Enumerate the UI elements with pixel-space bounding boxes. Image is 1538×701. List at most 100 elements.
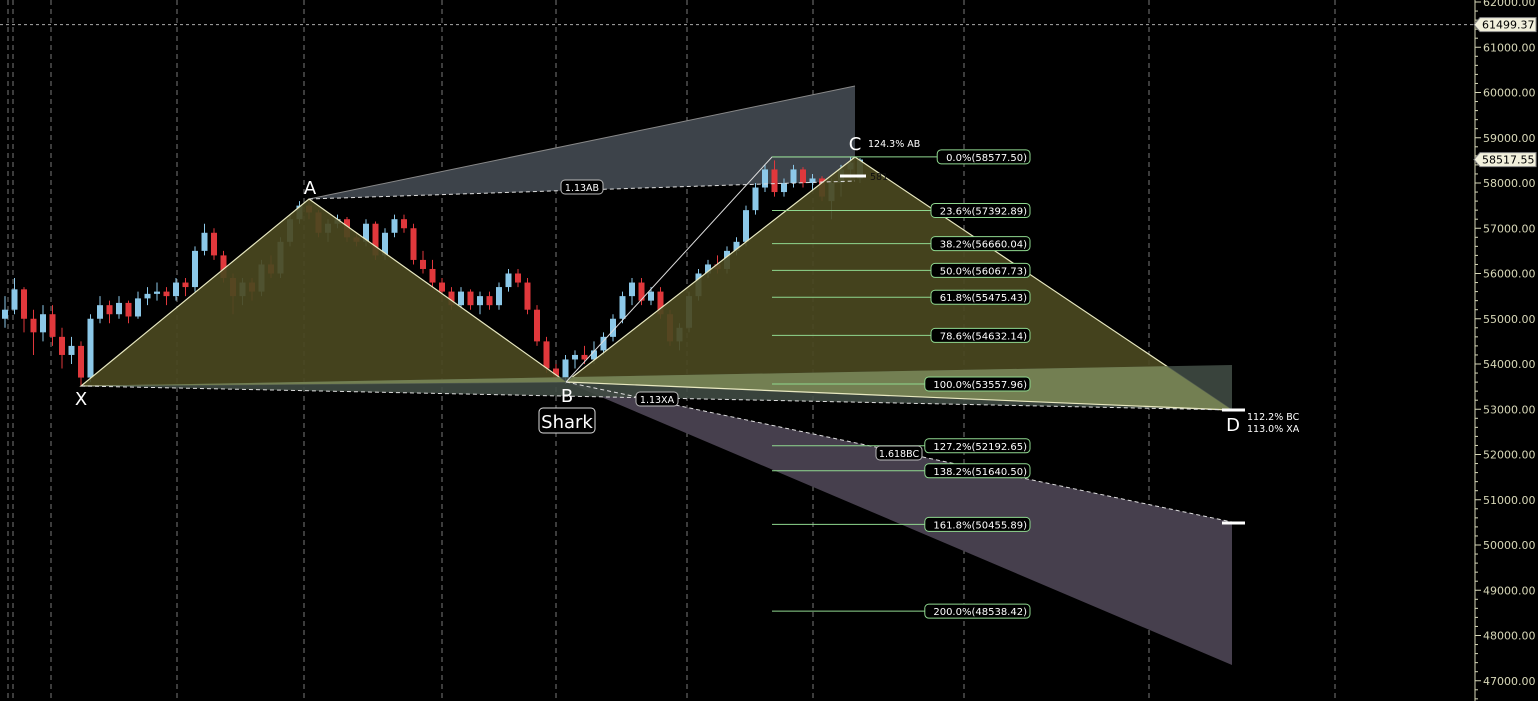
point-label-a: A: [304, 178, 317, 199]
price-tag-label: 58517.55: [1482, 154, 1535, 167]
fib-label-box: [924, 376, 1031, 392]
c-marker-text: 581: [870, 172, 888, 183]
fib-label-box: [930, 289, 1031, 305]
svg-text:1.618BC: 1.618BC: [879, 449, 920, 460]
candle-body: [116, 302, 122, 315]
bc-extension-tag: 1.618BC: [875, 445, 923, 461]
fib-label-box: [924, 603, 1031, 619]
fib-label-box: [924, 463, 1031, 479]
candle-body: [733, 241, 740, 251]
candle-body: [591, 350, 597, 360]
candle-body: [201, 232, 208, 251]
ab-extension-edge: [308, 85, 856, 200]
candle-body: [553, 368, 559, 378]
pattern-name-box[interactable]: [538, 407, 596, 434]
fib-label: 78.6%(54632.14): [940, 331, 1027, 342]
candle-body: [524, 282, 531, 310]
candle-body: [800, 169, 806, 183]
candle-body: [610, 318, 616, 337]
candle-body: [429, 268, 436, 283]
candle-body: [467, 291, 474, 306]
candle-body: [572, 354, 578, 360]
candle-body: [78, 345, 84, 378]
point-label-c: C: [849, 134, 862, 155]
candle-body: [59, 336, 65, 355]
candle-body: [220, 255, 227, 279]
candle-body: [21, 289, 27, 319]
axis-tick-label: 56000.00: [1483, 268, 1536, 281]
svg-text:1.13XA: 1.13XA: [640, 395, 675, 406]
candle-body: [182, 282, 189, 288]
pattern-overlay[interactable]: [79, 85, 1245, 525]
candle-body: [154, 291, 160, 294]
fib-label: 100.0%(53557.96): [933, 380, 1027, 391]
candle-body: [657, 291, 664, 315]
axis-tick-label: 57000.00: [1483, 222, 1536, 235]
candle-body: [486, 296, 493, 306]
axis-tick-label: 61000.00: [1483, 41, 1536, 54]
axis-tick-label: 52000.00: [1483, 449, 1536, 462]
xab-triangle: [79, 198, 568, 387]
candle-body: [743, 210, 749, 242]
fib-label-box: [924, 438, 1031, 454]
candle-body: [809, 178, 816, 183]
candle-body: [496, 287, 502, 306]
candle-body: [30, 318, 37, 333]
point-label-x: X: [75, 389, 87, 410]
candle-body: [705, 264, 711, 274]
candle-body: [448, 291, 455, 306]
price-axis[interactable]: 62000.00 61000.00 60000.00 59000.00 58000.00…: [1474, 0, 1536, 701]
candle-body: [543, 341, 550, 369]
candle-body: [97, 305, 103, 319]
candle-body: [781, 183, 787, 193]
fib-label: 38.2%(56660.04): [940, 240, 1027, 251]
candle-body: [211, 232, 217, 256]
candle-body: [420, 259, 426, 269]
candle-body: [125, 302, 132, 317]
axis-tick-label: 47000.00: [1483, 675, 1536, 688]
candle-body: [173, 282, 179, 297]
axis-tick-label: 53000.00: [1483, 403, 1536, 416]
axis-tick-label: 48000.00: [1483, 630, 1536, 643]
axis-tick-label: 51000.00: [1483, 494, 1536, 507]
candle-body: [638, 282, 645, 301]
fib-label-box: [930, 202, 1031, 218]
candle-body: [2, 309, 8, 319]
candle-body: [11, 289, 18, 310]
candle-body: [40, 314, 46, 333]
candle-body: [106, 305, 113, 315]
candle-body: [144, 293, 151, 299]
fib-label: 138.2%(51640.50): [933, 467, 1027, 478]
candle-body: [771, 169, 778, 193]
candle-body: [135, 298, 141, 317]
axis-tick-label: 58000.00: [1483, 177, 1536, 190]
fib-label: 23.6%(57392.89): [940, 206, 1027, 217]
candle-body: [477, 296, 483, 306]
svg-text:1.13AB: 1.13AB: [565, 183, 599, 194]
fib-label: 161.8%(50455.89): [933, 520, 1027, 531]
point-label-b: B: [561, 386, 573, 407]
bc-extension-zone: [566, 382, 1232, 665]
d-ratio-bc-label: 112.2% BC: [1247, 412, 1300, 423]
candle-body: [534, 309, 540, 342]
candle-body: [458, 291, 464, 306]
price-tags: 61499.37 58517.55: [0, 17, 1537, 168]
candle-body: [619, 296, 626, 319]
candle-body: [382, 232, 388, 256]
candle-body: [49, 314, 56, 337]
candle-body: [581, 354, 588, 360]
fibonacci-levels[interactable]: 0.0%(58577.50) 23.6%(57392.89) 38.2%(56660…: [772, 149, 1031, 619]
fib-label: 200.0%(48538.42): [933, 607, 1027, 618]
candle-body: [790, 169, 797, 183]
candle-body: [752, 187, 759, 211]
fib-label-box: [930, 327, 1031, 343]
axis-tick-label: 54000.00: [1483, 358, 1536, 371]
axis-tick-label: 59000.00: [1483, 132, 1536, 145]
candle-body: [629, 282, 635, 297]
c-ratio-label: 124.3% AB: [868, 139, 920, 150]
fib-label: 61.8%(55475.43): [940, 293, 1027, 304]
fib-label: 50.0%(56067.73): [940, 266, 1027, 277]
price-tag-box: [1473, 152, 1537, 168]
fib-label-box: [924, 516, 1031, 532]
